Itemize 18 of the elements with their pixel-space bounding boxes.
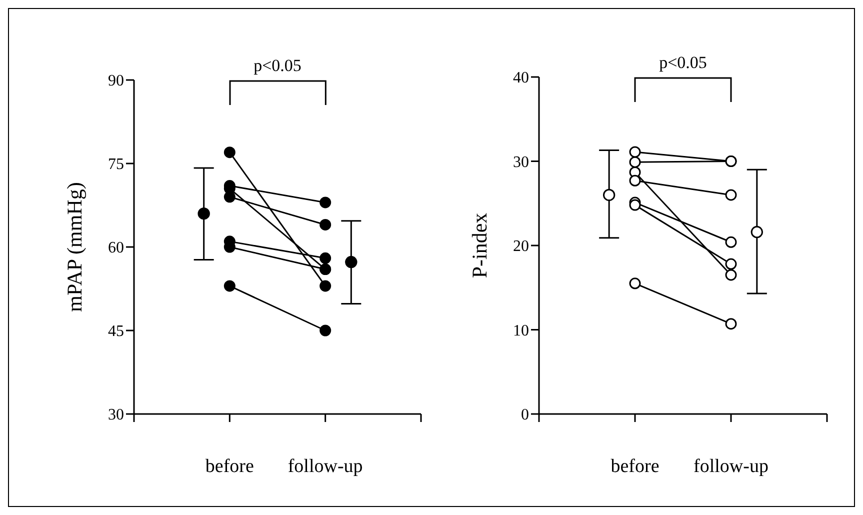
- y-tick-label: 75: [108, 156, 124, 174]
- x-tick-label: before: [205, 456, 254, 477]
- y-tick-label: 10: [513, 322, 529, 340]
- x-tick-label: before: [610, 456, 660, 477]
- y-axis-title: P-index: [467, 212, 492, 278]
- y-tick-label: 90: [108, 72, 124, 90]
- y-tick-label: 30: [108, 406, 124, 424]
- text: p<0.05: [658, 53, 708, 73]
- y-tick-label: 20: [513, 238, 529, 256]
- text: p<0.05: [252, 56, 302, 76]
- y-tick-label: 40: [513, 70, 529, 87]
- y-tick-label: 30: [513, 154, 529, 171]
- x-tick-label: follow-up: [288, 456, 363, 477]
- y-tick-label: 60: [108, 240, 124, 257]
- y-axis-title: mPAP (mmHg): [62, 182, 86, 312]
- y-tick-label: 45: [108, 323, 124, 340]
- x-tick-label: follow-up: [694, 456, 768, 477]
- y-tick-label: 0: [521, 406, 529, 424]
